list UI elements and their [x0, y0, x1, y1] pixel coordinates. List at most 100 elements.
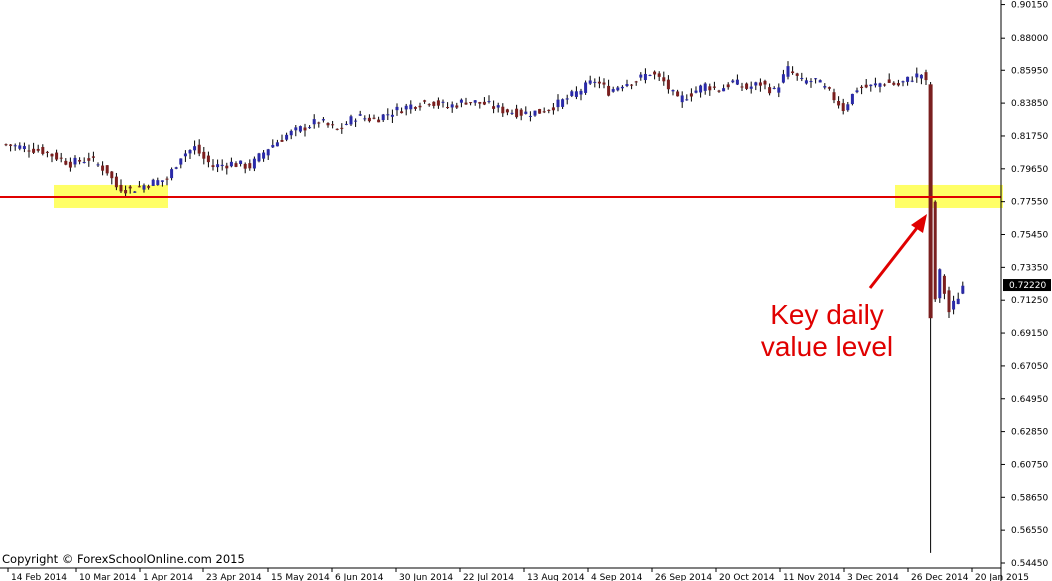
candle-body — [400, 111, 404, 114]
candle-body — [855, 90, 859, 93]
candle-body — [386, 114, 390, 116]
candle-body — [188, 150, 192, 154]
candle-body — [726, 84, 730, 88]
candle-body — [579, 90, 583, 95]
candle-body — [878, 83, 882, 87]
price-tick-label: 0.88000 — [1011, 34, 1048, 44]
candle-body — [197, 144, 201, 154]
candle-body — [225, 165, 229, 169]
candle-body — [482, 101, 486, 105]
candle-body — [896, 83, 900, 86]
candle-body — [662, 77, 666, 82]
candle-body — [45, 151, 49, 153]
candle-body — [919, 74, 923, 79]
candle-body — [358, 114, 362, 116]
candle-body — [50, 153, 54, 157]
price-tick-label: 0.62850 — [1011, 428, 1048, 438]
candle-body — [326, 123, 330, 126]
time-tick-label: 20 Jan 2015 — [975, 573, 1029, 581]
candle-body — [924, 72, 928, 81]
candle-body — [156, 180, 160, 186]
candle-body — [947, 290, 951, 313]
candle-body — [257, 153, 261, 162]
price-tick-label: 0.77550 — [1011, 198, 1048, 208]
arrow-shaft — [868, 223, 922, 289]
price-tick-label: 0.64950 — [1011, 395, 1048, 405]
candle-body — [469, 102, 473, 104]
price-tick-label: 0.69150 — [1011, 329, 1048, 339]
candle-body — [124, 190, 128, 194]
candle-body — [694, 90, 698, 93]
time-tick-label: 11 Nov 2014 — [783, 573, 841, 581]
price-tick-label: 0.54450 — [1011, 559, 1048, 569]
candle-body — [147, 186, 151, 188]
time-tick-label: 22 Jul 2014 — [463, 573, 514, 581]
last-price-value: 0.72220 — [1009, 281, 1046, 291]
candle-body — [745, 83, 749, 89]
candle-body — [349, 116, 353, 125]
candle-body — [786, 66, 790, 77]
candle-body — [27, 150, 31, 152]
candle-body — [413, 107, 417, 109]
candle-body — [22, 146, 26, 150]
candle-body — [441, 101, 445, 103]
candle-body — [179, 158, 183, 165]
candle-body — [685, 99, 689, 101]
time-tick-label: 26 Sep 2014 — [655, 573, 712, 581]
candle-body — [597, 81, 601, 84]
candle-body — [395, 106, 399, 111]
candle-body — [285, 134, 289, 140]
candle-body — [82, 162, 86, 164]
candle-body — [510, 112, 514, 114]
candle-body — [938, 269, 942, 299]
candle-body — [193, 146, 197, 151]
candle-body — [239, 160, 243, 165]
candle-body — [363, 118, 367, 120]
candle-body — [496, 105, 500, 108]
time-tick-label: 13 Aug 2014 — [527, 573, 585, 581]
time-tick-label: 15 May 2014 — [271, 573, 330, 581]
candle-body — [809, 81, 813, 83]
candle-body — [542, 111, 546, 113]
time-tick-label: 3 Dec 2014 — [847, 573, 899, 581]
candle-body — [528, 115, 532, 117]
candle-body — [96, 164, 100, 166]
candle-body — [827, 87, 831, 89]
breakdown-candle — [928, 81, 933, 553]
candle-body — [781, 74, 785, 83]
candle-body — [114, 176, 118, 188]
time-tick-label: 20 Oct 2014 — [719, 573, 775, 581]
candle-body — [404, 105, 408, 110]
candle-body — [165, 178, 169, 180]
candle-body — [832, 92, 836, 101]
candle-body — [432, 101, 436, 106]
candle-body — [860, 86, 864, 88]
candle-body — [846, 104, 850, 111]
candle-body — [648, 74, 652, 76]
candle-body — [450, 104, 454, 108]
candle-body — [32, 148, 36, 153]
candle-body — [680, 95, 684, 103]
candle-body — [372, 117, 376, 119]
candle-body — [800, 78, 804, 80]
candle-body — [459, 99, 463, 103]
candle-body — [455, 105, 459, 108]
candle-body — [73, 157, 77, 165]
time-tick-label: 10 Mar 2014 — [79, 573, 136, 581]
candle-body — [910, 80, 914, 82]
candle-body — [864, 84, 868, 88]
candle-body — [492, 106, 496, 109]
candle-body — [68, 161, 72, 168]
candle-body — [883, 84, 887, 86]
time-tick-label: 14 Feb 2014 — [11, 573, 67, 581]
candle-body — [427, 104, 431, 106]
annotation-arrow — [868, 214, 927, 289]
breakdown-candle-body — [928, 84, 933, 319]
candle-body — [4, 144, 8, 146]
time-tick-label: 26 Dec 2014 — [911, 573, 969, 581]
candle-body — [243, 163, 247, 169]
candle-body — [252, 158, 256, 169]
candle-body — [717, 90, 721, 92]
candle-body — [436, 100, 440, 106]
